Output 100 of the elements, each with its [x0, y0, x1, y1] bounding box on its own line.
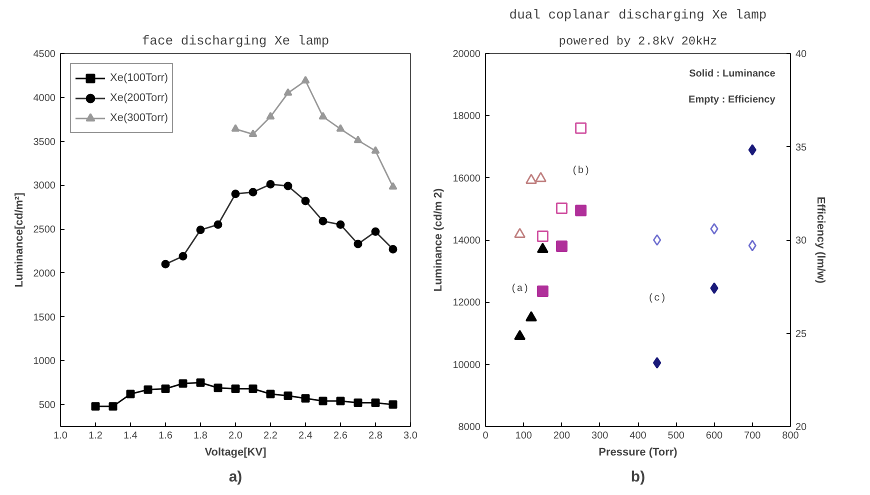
point — [231, 384, 240, 394]
x-tick-label: 300 — [592, 430, 609, 442]
point — [108, 402, 118, 411]
x-tick-label: 2.0 — [228, 430, 243, 442]
point — [161, 384, 170, 394]
y-tick-label: 2500 — [33, 224, 56, 236]
x-tick-label: 200 — [553, 430, 571, 442]
point — [536, 230, 548, 242]
y2-tick-label: 40 — [796, 49, 808, 60]
x-tick-label: 1.4 — [124, 430, 138, 442]
annotation: (c) — [648, 292, 666, 305]
point — [196, 378, 205, 387]
y-tick-label: 16000 — [452, 173, 481, 184]
point — [371, 146, 380, 154]
x-tick-label: 1.8 — [194, 430, 208, 442]
point — [301, 394, 310, 403]
x-tick-label: 1.0 — [54, 430, 68, 442]
point — [710, 223, 718, 235]
y2-tick-label: 20 — [796, 422, 808, 433]
point — [535, 172, 547, 182]
x-tick-label: 2.2 — [264, 430, 278, 442]
chart-subtitle: powered by 2.8kV 20kHz — [558, 34, 718, 48]
legend-label: Xe(300Torr) — [110, 112, 168, 124]
point — [748, 144, 756, 156]
point — [371, 398, 380, 408]
point — [336, 396, 345, 406]
point — [301, 76, 310, 84]
y-tick-label: 3500 — [33, 136, 56, 148]
x-tick-label: 2.6 — [334, 430, 348, 442]
point — [231, 124, 240, 132]
point — [284, 392, 292, 400]
point — [514, 330, 526, 340]
point — [710, 282, 718, 294]
text: b) — [630, 468, 646, 486]
point — [144, 385, 152, 394]
point — [91, 402, 100, 411]
point — [556, 202, 568, 214]
y-tick-label: 4000 — [33, 92, 56, 104]
y-axis-title: Luminance (cd/m 2) — [432, 188, 445, 292]
x-tick-label: 800 — [782, 430, 800, 442]
point — [388, 182, 398, 190]
point — [526, 174, 537, 184]
point — [556, 240, 568, 252]
y2-tick-label: 35 — [796, 142, 808, 154]
point — [266, 390, 275, 398]
x-tick-label: 1.2 — [88, 430, 103, 442]
point — [336, 124, 345, 132]
chart-title: face discharging Xe lamp — [142, 34, 330, 48]
x-tick-label: 1.6 — [158, 430, 173, 442]
point — [652, 234, 662, 246]
chart-title: dual coplanar discharging Xe lamp — [509, 8, 767, 22]
x-tick-label: 100 — [515, 430, 532, 442]
point — [514, 228, 526, 238]
y-tick-label: 12000 — [452, 298, 481, 309]
y-tick-label: 8000 — [458, 422, 481, 433]
y-tick-label: 3000 — [33, 180, 56, 192]
point — [266, 112, 275, 120]
x-axis-title: Voltage[KV] — [204, 446, 267, 458]
y2-axis-title: Efficiency (lm/w) — [814, 196, 827, 284]
point — [536, 286, 548, 298]
x-tick-label: 500 — [668, 430, 685, 442]
x-tick-label: 700 — [744, 430, 762, 442]
point — [248, 384, 258, 394]
y2-tick-label: 25 — [796, 328, 808, 340]
x-tick-label: 3.0 — [404, 430, 418, 442]
point — [126, 390, 135, 398]
point — [248, 129, 258, 138]
point — [748, 240, 756, 252]
y-tick-label: 2000 — [33, 268, 56, 280]
y-tick-label: 1000 — [33, 356, 56, 368]
y-tick-label: 1500 — [33, 312, 56, 324]
annotation: (a) — [510, 283, 529, 296]
y-tick-label: 4500 — [33, 49, 56, 60]
y-tick-label: 10000 — [452, 360, 481, 371]
point — [284, 88, 292, 96]
x-tick-label: 2.8 — [368, 430, 383, 442]
point — [214, 384, 222, 392]
x-tick-label: 0 — [482, 430, 489, 442]
point — [178, 379, 188, 388]
y-tick-label: 500 — [38, 400, 56, 412]
y2-tick-label: 30 — [796, 236, 808, 246]
legend-label: Xe(200Torr) — [110, 92, 168, 104]
y-tick-label: 18000 — [452, 111, 481, 122]
y-tick-label: 14000 — [452, 236, 481, 246]
point — [526, 311, 537, 322]
point — [354, 136, 362, 144]
point — [536, 242, 548, 253]
point — [354, 398, 362, 408]
point — [575, 204, 587, 216]
y-tick-label: 20000 — [452, 49, 481, 60]
x-axis-title: Pressure (Torr) — [598, 446, 678, 458]
x-tick-label: 400 — [630, 430, 647, 442]
text: a) — [228, 468, 242, 486]
legend-label: Xe(100Torr) — [110, 72, 168, 84]
x-tick-label: 2.4 — [298, 430, 313, 442]
annotation: Empty : Efficiency — [688, 94, 776, 106]
y-axis-title: Luminance[cd/m²] — [13, 192, 26, 288]
point — [388, 400, 398, 409]
point — [318, 396, 328, 406]
x-tick-label: 600 — [706, 430, 724, 442]
